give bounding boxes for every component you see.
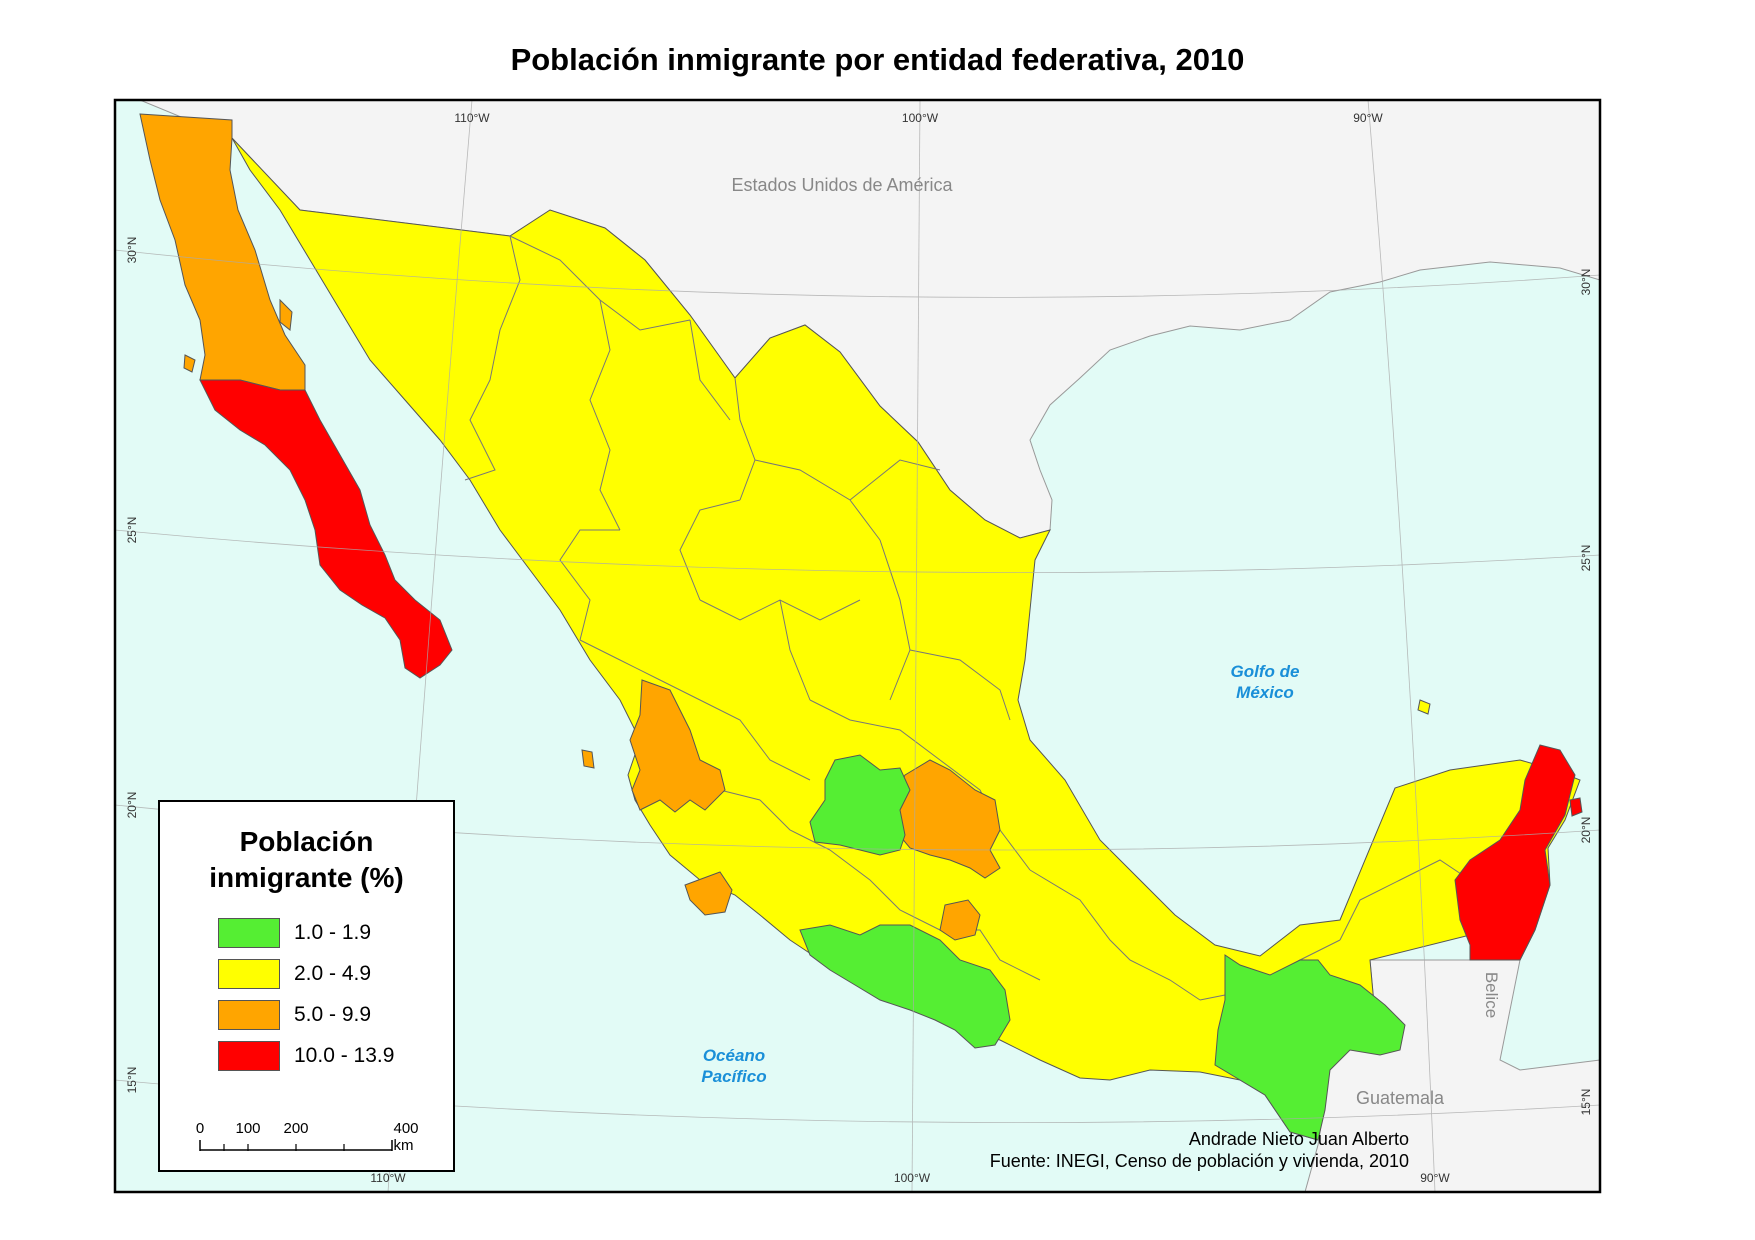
state-guerrero xyxy=(799,924,1011,1049)
scale-tick-200: 200 xyxy=(283,1120,309,1137)
island-cozumel xyxy=(1569,797,1583,817)
lat-left-15: 15°N xyxy=(125,1067,139,1094)
label-gulf-line2: México xyxy=(1236,683,1294,702)
credit: Andrade Nieto Juan Alberto Fuente: INEGI… xyxy=(990,1128,1409,1172)
credit-author: Andrade Nieto Juan Alberto xyxy=(1188,1129,1409,1149)
legend-label: 10.0 - 13.9 xyxy=(294,1044,395,1067)
lon-bottom-110: 110°W xyxy=(370,1171,406,1185)
state-baja-california-sur xyxy=(199,379,453,679)
scale-tick-400: 400 km xyxy=(393,1120,419,1154)
state-nayarit xyxy=(629,679,726,813)
legend-swatch-green xyxy=(218,918,280,948)
legend-item-class-4: 10.0 - 13.9 xyxy=(218,1041,394,1071)
map-title: Población inmigrante por entidad federat… xyxy=(510,42,1245,77)
credit-source: Fuente: INEGI, Censo de población y vivi… xyxy=(989,1151,1409,1171)
scale-bar: 0 100 200 400 km xyxy=(196,1120,419,1160)
legend-title-line1: Población xyxy=(239,826,374,857)
state-guanajuato xyxy=(809,754,911,856)
island-guadalupe xyxy=(183,354,196,373)
lon-top-110: 110°W xyxy=(454,111,490,125)
island-arrecife xyxy=(1417,699,1431,715)
legend-label: 2.0 - 4.9 xyxy=(294,962,372,985)
legend-swatch-orange xyxy=(218,1000,280,1030)
scale-tick-0: 0 xyxy=(195,1120,205,1137)
map-frame xyxy=(113,98,1602,1194)
state-quintana-roo xyxy=(1454,744,1576,961)
scale-bar-graphic xyxy=(199,1140,393,1151)
legend-swatch-yellow xyxy=(218,959,280,989)
island-marias xyxy=(581,749,595,769)
label-usa: Estados Unidos de América xyxy=(731,175,953,195)
lon-bottom-100: 100°W xyxy=(894,1171,931,1185)
lon-top-100: 100°W xyxy=(902,111,939,125)
legend-item-class-3: 5.0 - 9.9 xyxy=(218,1000,371,1030)
lat-right-20: 20°N xyxy=(1579,817,1593,844)
island-tiburon xyxy=(279,298,293,331)
lat-left-20: 20°N xyxy=(125,792,139,819)
legend-title: Población inmigrante (%) xyxy=(160,824,453,896)
label-gulf-line1: Golfo de xyxy=(1231,662,1300,681)
legend-label: 5.0 - 9.9 xyxy=(294,1003,372,1026)
state-morelos xyxy=(939,899,981,941)
lat-left-30: 30°N xyxy=(125,237,139,264)
lon-top-90: 90°W xyxy=(1353,111,1383,125)
legend-item-class-2: 2.0 - 4.9 xyxy=(218,959,371,989)
scale-tick-100: 100 xyxy=(235,1120,261,1137)
lat-left-25: 25°N xyxy=(125,517,139,544)
label-belize: Belice xyxy=(1482,972,1501,1018)
legend-title-line2: inmigrante (%) xyxy=(209,862,404,893)
state-chiapas xyxy=(1214,954,1406,1141)
state-colima xyxy=(684,871,733,916)
lat-right-15: 15°N xyxy=(1579,1089,1593,1116)
legend-item-class-1: 1.0 - 1.9 xyxy=(218,918,371,948)
legend-swatch-red xyxy=(218,1041,280,1071)
legend: Población inmigrante (%) 1.0 - 1.9 2.0 -… xyxy=(158,800,455,1172)
lat-right-25: 25°N xyxy=(1579,545,1593,572)
legend-label: 1.0 - 1.9 xyxy=(294,921,372,944)
label-guatemala: Guatemala xyxy=(1356,1088,1445,1108)
lon-bottom-90: 90°W xyxy=(1420,1171,1450,1185)
lat-right-30: 30°N xyxy=(1579,269,1593,296)
label-ocean-line2: Pacífico xyxy=(701,1067,766,1086)
label-ocean-line1: Océano xyxy=(703,1046,765,1065)
